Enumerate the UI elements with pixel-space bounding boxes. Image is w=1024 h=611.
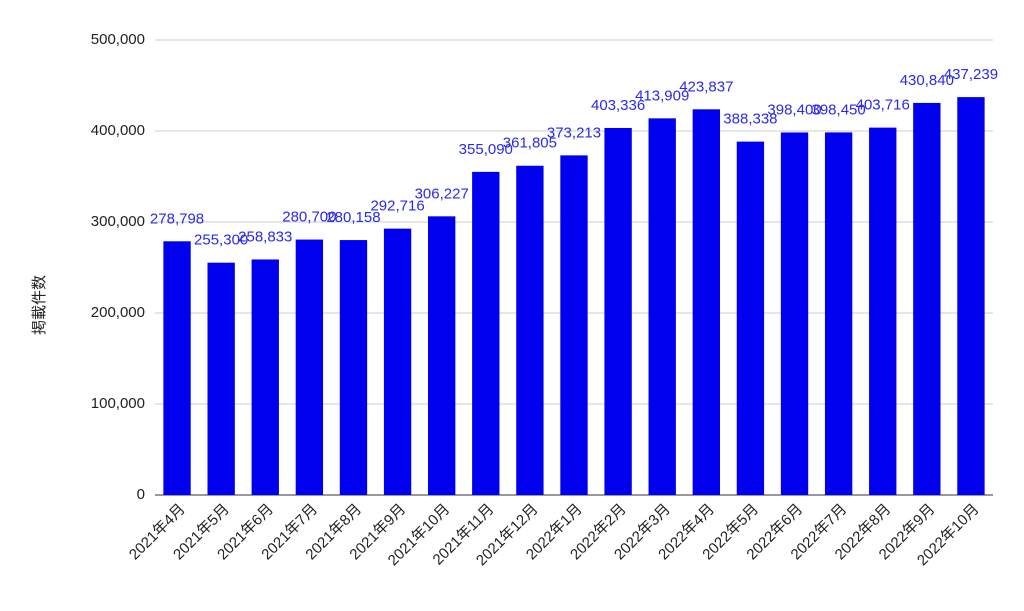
bar bbox=[957, 97, 985, 495]
value-label: 280,700 bbox=[282, 209, 336, 226]
value-label: 398,400 bbox=[767, 101, 821, 118]
bar bbox=[869, 127, 897, 495]
value-label: 258,833 bbox=[238, 228, 292, 245]
value-label: 388,338 bbox=[723, 111, 777, 128]
value-label: 373,213 bbox=[547, 124, 601, 141]
bar bbox=[163, 241, 191, 495]
value-label: 355,090 bbox=[459, 141, 513, 158]
y-tick-label: 400,000 bbox=[91, 122, 145, 139]
y-tick-label: 300,000 bbox=[91, 213, 145, 230]
bar bbox=[251, 259, 279, 495]
value-label: 403,336 bbox=[591, 97, 645, 114]
bar bbox=[913, 102, 941, 495]
value-label: 423,837 bbox=[679, 78, 733, 95]
value-label: 403,716 bbox=[856, 97, 910, 114]
bar bbox=[604, 127, 632, 496]
bar bbox=[383, 228, 412, 496]
bar bbox=[648, 118, 676, 496]
value-label: 306,227 bbox=[415, 185, 469, 202]
bar bbox=[692, 109, 720, 496]
value-label: 292,716 bbox=[370, 198, 424, 215]
bar bbox=[472, 171, 500, 495]
value-label: 437,239 bbox=[944, 66, 998, 83]
value-label: 430,840 bbox=[900, 72, 954, 89]
bar bbox=[295, 239, 324, 495]
value-label: 413,909 bbox=[635, 87, 689, 104]
value-label: 361,805 bbox=[503, 135, 557, 152]
bar bbox=[560, 155, 588, 496]
bar bbox=[516, 165, 544, 495]
y-tick-label: 100,000 bbox=[91, 395, 145, 412]
bar bbox=[736, 141, 765, 495]
value-label: 398,450 bbox=[812, 101, 866, 118]
value-label: 278,798 bbox=[150, 210, 204, 227]
y-axis-label: 掲載件数 bbox=[31, 275, 48, 335]
bar bbox=[428, 216, 456, 495]
bar bbox=[824, 132, 853, 495]
value-label: 255,300 bbox=[194, 232, 248, 249]
y-tick-label: 500,000 bbox=[91, 31, 145, 48]
bar bbox=[339, 240, 368, 495]
bar bbox=[780, 132, 809, 495]
bar bbox=[207, 262, 235, 495]
y-tick-label: 0 bbox=[137, 486, 145, 503]
y-tick-label: 200,000 bbox=[91, 304, 145, 321]
value-label: 280,158 bbox=[326, 209, 380, 226]
